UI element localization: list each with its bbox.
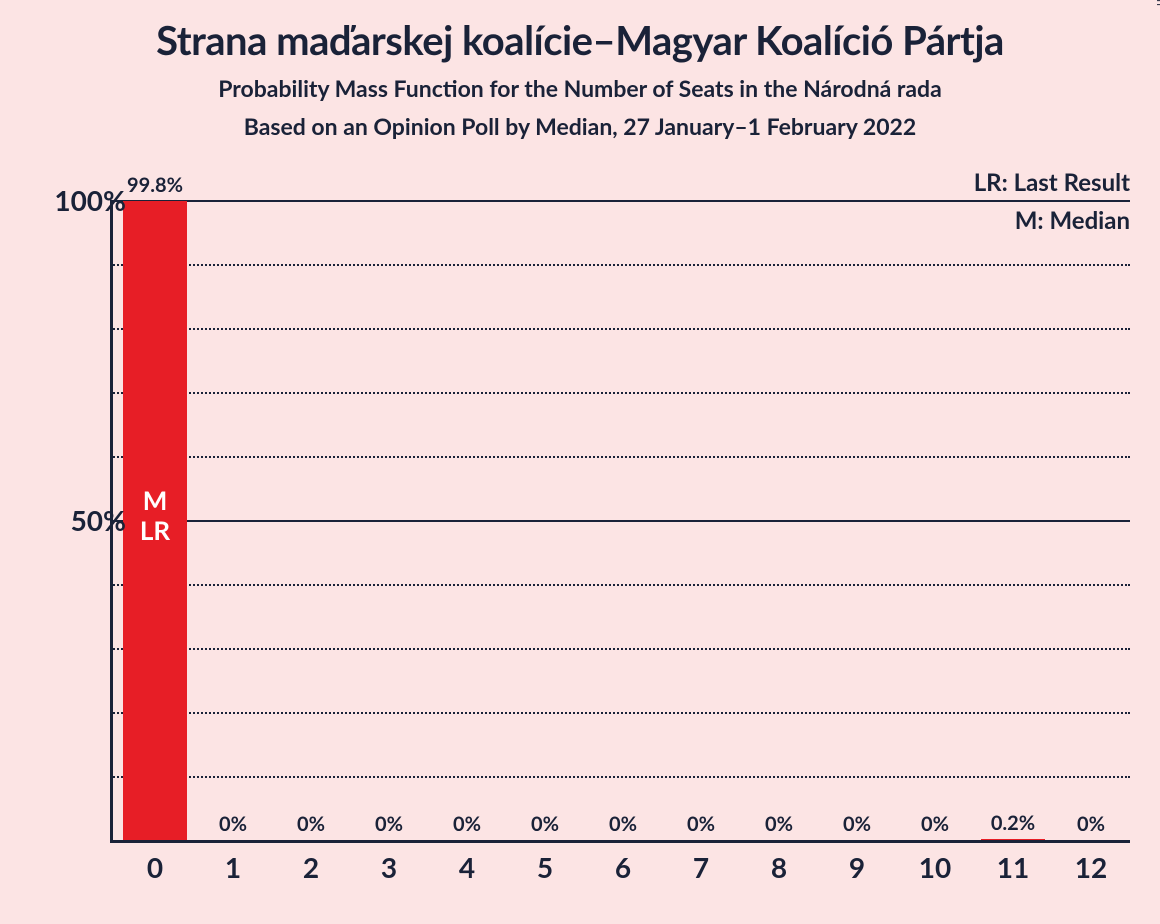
- bar-value-label: 0%: [687, 812, 715, 836]
- gridline-minor: [110, 584, 1130, 586]
- bar-value-label: 0%: [531, 812, 559, 836]
- x-tick-label: 10: [900, 850, 970, 884]
- bar-value-label: 0%: [765, 812, 793, 836]
- gridline-minor: [110, 776, 1130, 778]
- bar-value-label: 0%: [297, 812, 325, 836]
- y-tick-label-100: 100%: [54, 183, 126, 217]
- x-tick-label: 1: [198, 850, 268, 884]
- bar: [981, 839, 1045, 840]
- gridline-minor: [110, 264, 1130, 266]
- gridline-minor: [110, 648, 1130, 650]
- bar-value-label: 0%: [1077, 812, 1105, 836]
- copyright-text: © 2022 Filip van Laenen: [1154, 0, 1160, 6]
- x-tick-label: 2: [276, 850, 346, 884]
- chart-subtitle-2: Based on an Opinion Poll by Median, 27 J…: [0, 112, 1160, 140]
- x-tick-label: 9: [822, 850, 892, 884]
- gridline-major: [110, 200, 1130, 202]
- x-tick-label: 6: [588, 850, 658, 884]
- in-bar-marker: MLR: [140, 486, 170, 546]
- bar-value-label: 0%: [843, 812, 871, 836]
- x-tick-label: 0: [120, 850, 190, 884]
- gridline-minor: [110, 456, 1130, 458]
- bar-value-label: 0%: [453, 812, 481, 836]
- gridline-major: [110, 520, 1130, 522]
- y-tick-label-50: 50%: [71, 503, 126, 537]
- x-tick-label: 12: [1056, 850, 1126, 884]
- x-tick-label: 8: [744, 850, 814, 884]
- gridline-minor: [110, 392, 1130, 394]
- bar-value-label: 0%: [921, 812, 949, 836]
- bar-value-label: 0%: [219, 812, 247, 836]
- x-tick-label: 3: [354, 850, 424, 884]
- bar-value-label: 0%: [375, 812, 403, 836]
- bar-value-label: 0%: [609, 812, 637, 836]
- x-tick-label: 5: [510, 850, 580, 884]
- x-axis: [110, 840, 1130, 843]
- gridline-minor: [110, 328, 1130, 330]
- legend-median: M: Median: [1015, 206, 1130, 235]
- chart-title: Strana maďarskej koalície–Magyar Koalíci…: [0, 16, 1160, 64]
- chart-subtitle-1: Probability Mass Function for the Number…: [0, 74, 1160, 102]
- bar-value-label: 99.8%: [127, 173, 183, 197]
- x-tick-label: 7: [666, 850, 736, 884]
- x-tick-label: 4: [432, 850, 502, 884]
- in-bar-marker-line: M: [140, 486, 170, 516]
- page-root: © 2022 Filip van Laenen Strana maďarskej…: [0, 0, 1160, 924]
- gridline-minor: [110, 712, 1130, 714]
- chart-plot-area: 99.8%00%10%20%30%40%50%60%70%80%90%100.2…: [110, 200, 1130, 840]
- in-bar-marker-line: LR: [140, 516, 170, 546]
- bar-value-label: 0.2%: [991, 811, 1035, 835]
- x-tick-label: 11: [978, 850, 1048, 884]
- legend-last-result: LR: Last Result: [974, 168, 1130, 197]
